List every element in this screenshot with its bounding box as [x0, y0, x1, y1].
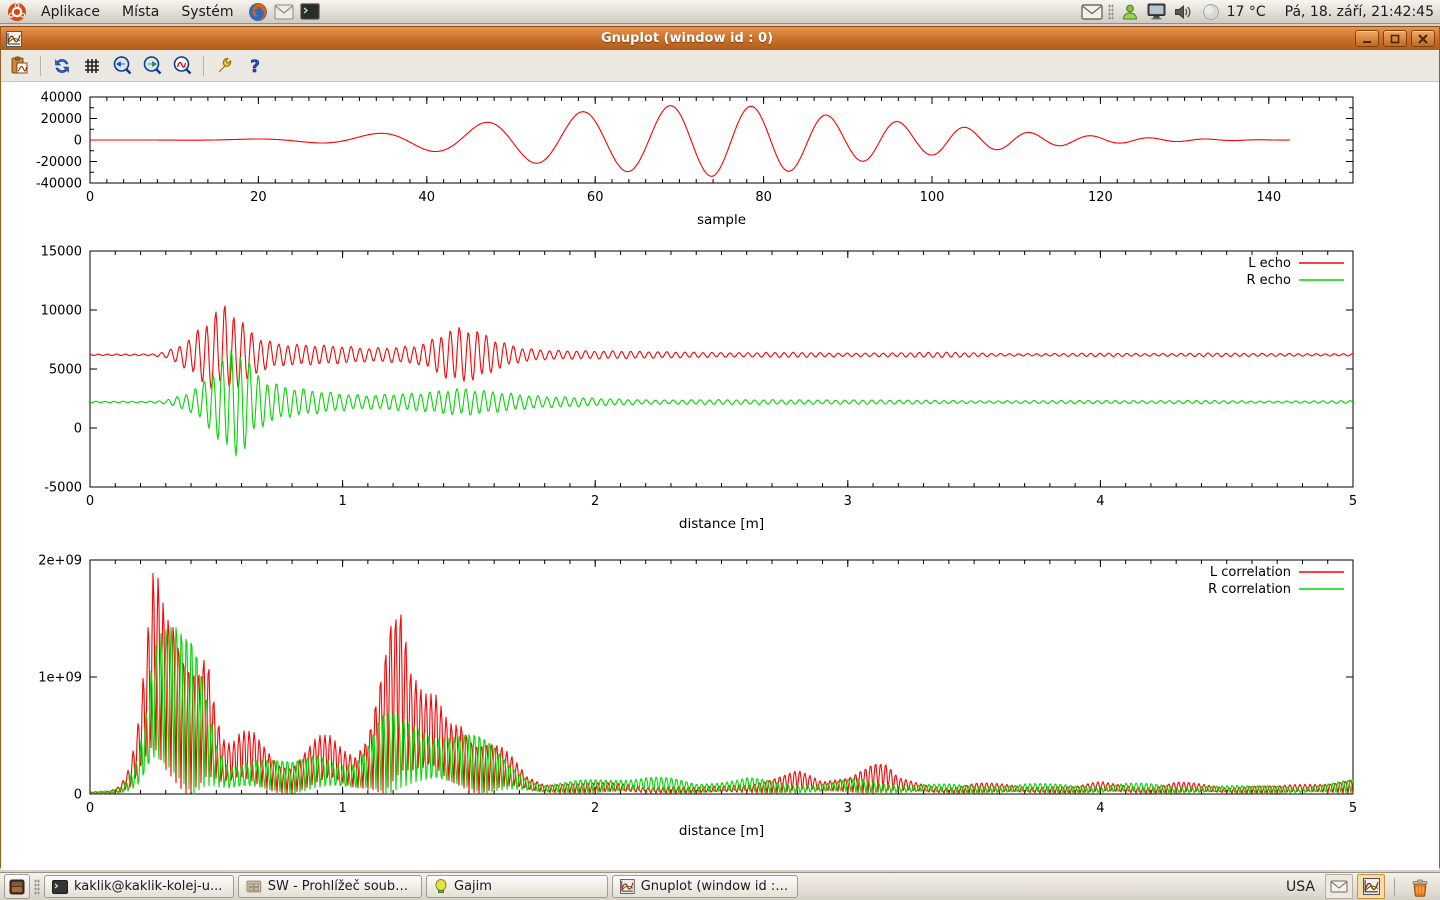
- task-gajim[interactable]: Gajim: [426, 875, 608, 898]
- toolbar-separator: [203, 55, 204, 76]
- svg-text:0: 0: [74, 422, 82, 437]
- gnuplot-charts[interactable]: 0 20 40 60 80 100 120 140-40000-200000200004000…: [1, 82, 1439, 870]
- svg-text:2e+09: 2e+09: [38, 554, 82, 569]
- svg-text:20: 20: [250, 190, 267, 205]
- svg-text:L echo: L echo: [1248, 256, 1291, 271]
- svg-text:distance [m]: distance [m]: [679, 516, 764, 532]
- svg-text:5: 5: [1349, 801, 1357, 816]
- trash-icon[interactable]: [1404, 874, 1436, 899]
- svg-text:10000: 10000: [41, 304, 82, 319]
- task-file-manager[interactable]: SW - Prohlížeč souborů: [238, 875, 422, 898]
- zoom-previous-button[interactable]: [110, 54, 134, 78]
- firefox-icon[interactable]: [247, 1, 269, 23]
- svg-text:0: 0: [86, 494, 94, 509]
- maximize-button[interactable]: [1383, 30, 1407, 47]
- svg-text:L correlation: L correlation: [1210, 565, 1291, 580]
- taskbar-separator: [1394, 877, 1395, 896]
- tray-grip: [1107, 3, 1114, 20]
- close-button[interactable]: [1411, 30, 1435, 47]
- svg-text:80: 80: [755, 190, 772, 205]
- gnuplot-window: Gnuplot (window id : 0): [0, 26, 1440, 870]
- copy-plot-button[interactable]: [7, 54, 31, 78]
- svg-text:sample: sample: [697, 212, 746, 228]
- show-desktop-button[interactable]: [4, 874, 30, 899]
- svg-text:4: 4: [1096, 494, 1104, 509]
- display-icon[interactable]: [1146, 1, 1168, 23]
- configure-button[interactable]: [213, 54, 237, 78]
- task-gnuplot[interactable]: Gnuplot (window id : 0): [612, 875, 798, 898]
- titlebar[interactable]: Gnuplot (window id : 0): [1, 26, 1439, 50]
- mail-tray-icon[interactable]: [1325, 874, 1353, 899]
- svg-text:3: 3: [844, 494, 852, 509]
- replot-button[interactable]: [50, 54, 74, 78]
- terminal-launcher-icon[interactable]: [299, 1, 321, 23]
- svg-text:0: 0: [74, 134, 82, 149]
- keyboard-layout-indicator[interactable]: USA: [1286, 878, 1315, 895]
- svg-text:?: ?: [250, 57, 260, 76]
- svg-text:1: 1: [338, 494, 346, 509]
- svg-text:2: 2: [591, 494, 599, 509]
- svg-text:-40000: -40000: [36, 177, 82, 192]
- temperature-label[interactable]: 17 °C: [1226, 3, 1266, 20]
- svg-text:2: 2: [591, 801, 599, 816]
- minimize-button[interactable]: [1355, 30, 1379, 47]
- svg-text:40: 40: [419, 190, 436, 205]
- svg-text:140: 140: [1256, 190, 1281, 205]
- grid-button[interactable]: [80, 54, 104, 78]
- mail-notification-icon[interactable]: [1080, 1, 1103, 23]
- help-button[interactable]: ?: [243, 54, 267, 78]
- window-title: Gnuplot (window id : 0): [600, 31, 774, 46]
- svg-text:R echo: R echo: [1246, 273, 1291, 288]
- svg-text:4: 4: [1096, 801, 1104, 816]
- svg-text:0: 0: [86, 190, 94, 205]
- svg-text:5000: 5000: [49, 363, 82, 378]
- svg-text:R correlation: R correlation: [1208, 582, 1291, 597]
- toolbar-separator: [40, 55, 41, 76]
- svg-text:60: 60: [587, 190, 604, 205]
- gnuplot-tray-icon[interactable]: [1357, 874, 1385, 899]
- svg-text:distance [m]: distance [m]: [679, 823, 764, 839]
- taskbar: kaklik@kaklik-kolej-u... SW - Prohlížeč …: [0, 872, 1440, 900]
- svg-text:0: 0: [86, 801, 94, 816]
- zoom-next-button[interactable]: [140, 54, 164, 78]
- svg-text:1e+09: 1e+09: [38, 671, 82, 686]
- svg-text:3: 3: [844, 801, 852, 816]
- user-switcher-icon[interactable]: [1119, 1, 1141, 23]
- menu-system[interactable]: Systém: [181, 3, 234, 20]
- svg-text:-20000: -20000: [36, 155, 82, 170]
- svg-text:0: 0: [74, 788, 82, 803]
- menu-places[interactable]: Místa: [122, 3, 160, 20]
- mail-launcher-icon[interactable]: [273, 1, 295, 23]
- top-panel: Aplikace Místa Systém 17 °C Pá, 18. září…: [0, 0, 1440, 24]
- gnuplot-window-icon: [5, 30, 23, 48]
- menu-applications[interactable]: Aplikace: [41, 3, 100, 20]
- volume-icon[interactable]: [1173, 1, 1195, 23]
- svg-text:-5000: -5000: [44, 481, 82, 496]
- svg-text:40000: 40000: [41, 91, 82, 106]
- weather-icon[interactable]: [1200, 1, 1222, 23]
- plot-canvas[interactable]: 0 20 40 60 80 100 120 140 -40000 -20000 0 20000 4000…: [1, 82, 1439, 870]
- svg-text:100: 100: [920, 190, 945, 205]
- svg-text:1: 1: [338, 801, 346, 816]
- toolbar: ?: [1, 50, 1439, 82]
- clock-applet[interactable]: Pá, 18. září, 21:42:45: [1284, 3, 1434, 20]
- svg-text:20000: 20000: [41, 112, 82, 127]
- apply-zoom-button[interactable]: [170, 54, 194, 78]
- svg-text:15000: 15000: [41, 245, 82, 260]
- task-terminal[interactable]: kaklik@kaklik-kolej-u...: [44, 875, 234, 898]
- svg-text:120: 120: [1088, 190, 1113, 205]
- svg-text:5: 5: [1349, 494, 1357, 509]
- taskbar-grip: [34, 878, 40, 895]
- ubuntu-logo-icon[interactable]: [6, 1, 28, 23]
